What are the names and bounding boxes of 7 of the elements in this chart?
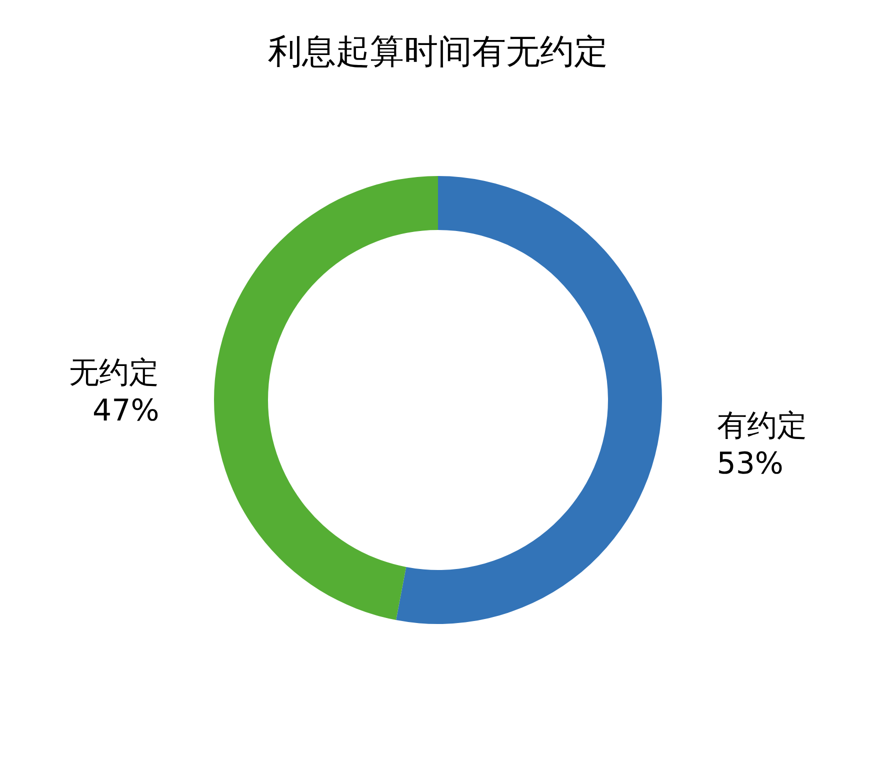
slice-label: 有约定 (716, 408, 807, 444)
donut-slice (396, 176, 662, 624)
donut-slice (214, 176, 438, 620)
chart-title: 利息起算时间有无约定 (268, 32, 608, 72)
slice-label: 无约定 (69, 356, 160, 391)
data-label: 47% (92, 394, 160, 429)
data-label: 53% (716, 446, 784, 482)
